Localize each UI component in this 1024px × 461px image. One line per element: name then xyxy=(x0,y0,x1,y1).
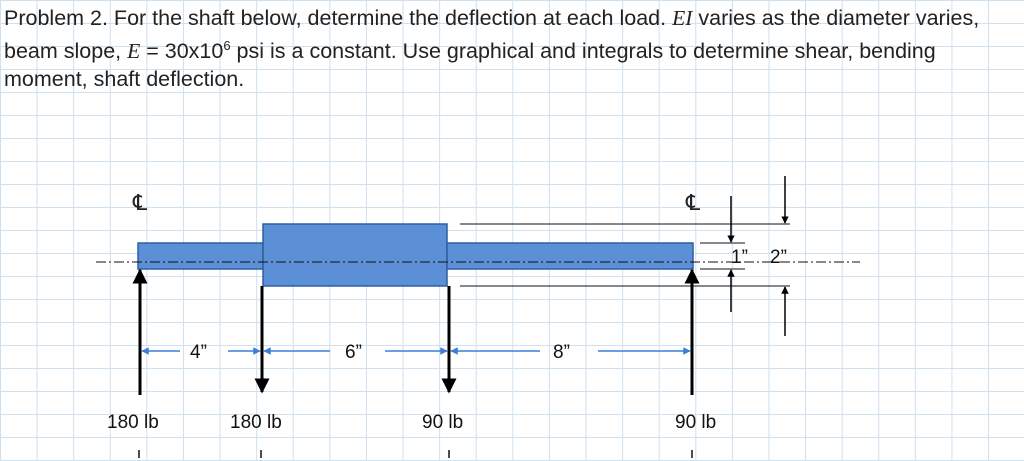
dimension-label-seg3: 8” xyxy=(553,342,570,363)
problem-mid: varies as the diameter varies, beam slop… xyxy=(4,6,980,64)
problem-eq: = 30x10 xyxy=(140,39,224,64)
shaft-segment-right xyxy=(446,242,694,270)
small-diameter-label: 1” xyxy=(731,247,748,268)
dimension-label-seg1: 4” xyxy=(190,342,207,363)
e-symbol: E xyxy=(127,39,141,64)
centerline-symbol-right: ℄ xyxy=(685,190,701,215)
right-reaction-label: 90 lb xyxy=(675,412,716,433)
large-diameter-label: 2” xyxy=(770,247,787,268)
centerline-symbol-left: ℄ xyxy=(132,190,148,215)
left-reaction-label: 180 lb xyxy=(107,412,159,433)
problem-rest: psi is a constant. Use graphical and int… xyxy=(4,39,936,92)
problem-statement: Problem 2. For the shaft below, determin… xyxy=(4,4,1020,93)
shaft-segment-center xyxy=(262,223,448,287)
shaft-segment-left xyxy=(137,242,264,270)
load-2-label: 90 lb xyxy=(422,412,463,433)
problem-intro: Problem 2. For the shaft below, determin… xyxy=(4,6,673,30)
ei-symbol: EI xyxy=(672,6,693,30)
dimension-label-seg2: 6” xyxy=(345,342,362,363)
load-1-label: 180 lb xyxy=(230,412,282,433)
exponent: 6 xyxy=(223,38,231,53)
